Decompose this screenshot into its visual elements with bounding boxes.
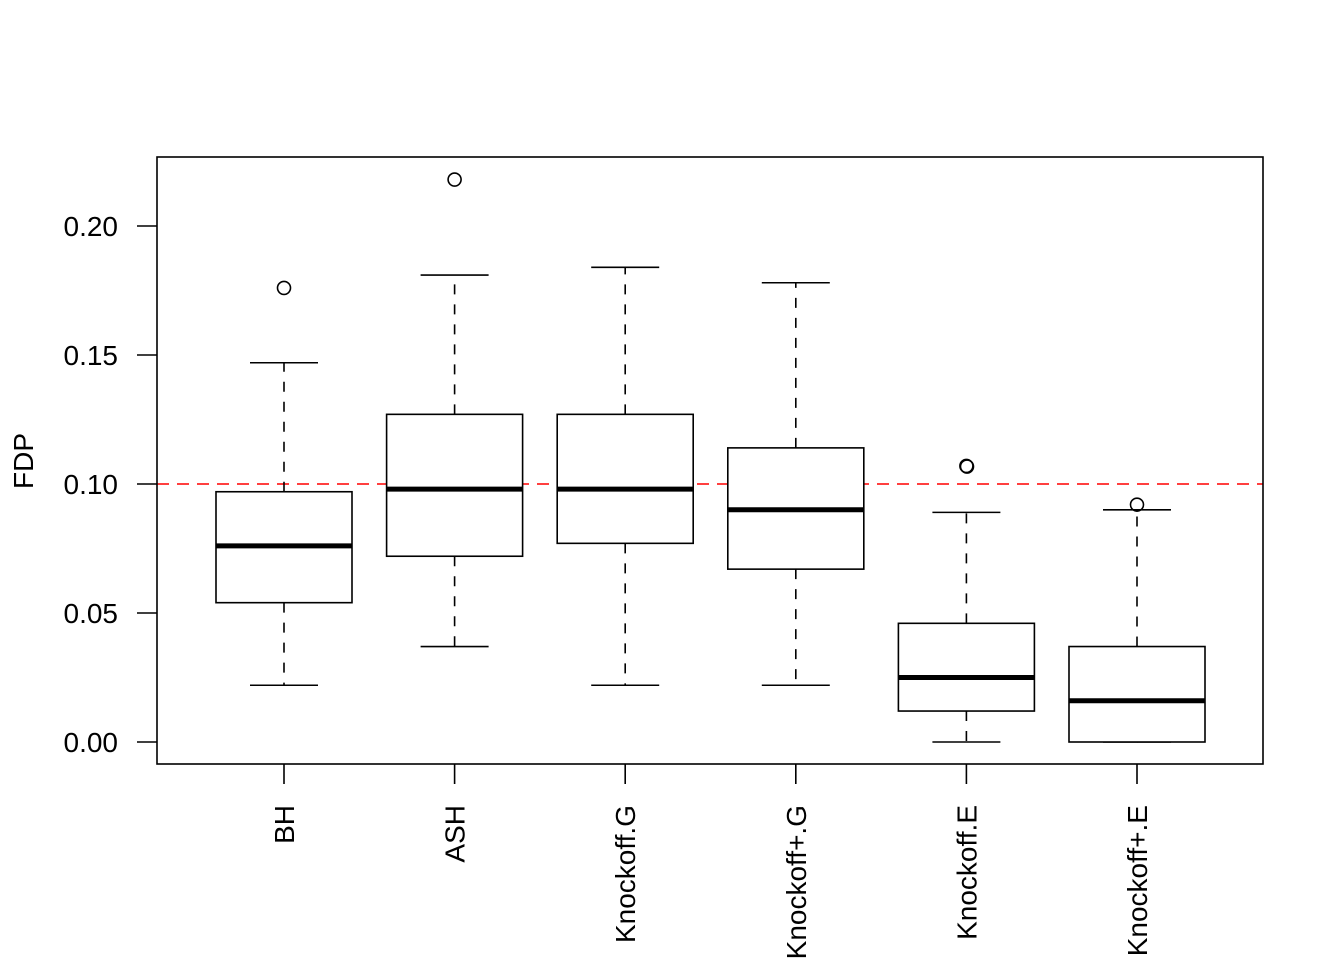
y-tick-label: 0.20 — [64, 211, 119, 242]
box-Knockoff+.G — [726, 281, 865, 687]
x-tick-label: Knockoff.G — [610, 805, 641, 943]
x-tick-label: Knockoff.E — [951, 805, 982, 940]
x-tick-label: ASH — [440, 805, 471, 863]
box-Knockoff.E — [897, 458, 1036, 743]
x-tick-label: BH — [269, 805, 300, 844]
outlier-point — [959, 459, 975, 474]
box-iqr — [1068, 645, 1206, 743]
box-ASH — [385, 172, 524, 648]
box-Knockoff+.E — [1068, 497, 1206, 743]
y-tick-label: 0.10 — [64, 469, 119, 500]
plot-frame — [156, 156, 1264, 765]
box-iqr — [385, 413, 524, 558]
x-tick-label: Knockoff+.E — [1122, 805, 1153, 956]
y-tick-label: 0.00 — [64, 727, 119, 758]
box-iqr — [556, 413, 695, 545]
box-iqr — [897, 622, 1036, 712]
y-axis-label: FDP — [8, 433, 39, 489]
y-tick-label: 0.05 — [64, 598, 119, 629]
box-BH — [215, 280, 353, 687]
x-tick-label: Knockoff+.G — [781, 805, 812, 959]
box-Knockoff.G — [556, 266, 695, 687]
outlier-point — [1129, 497, 1145, 512]
outlier-point — [447, 172, 462, 187]
outlier-point — [276, 280, 292, 296]
y-tick-label: 0.15 — [64, 340, 119, 371]
